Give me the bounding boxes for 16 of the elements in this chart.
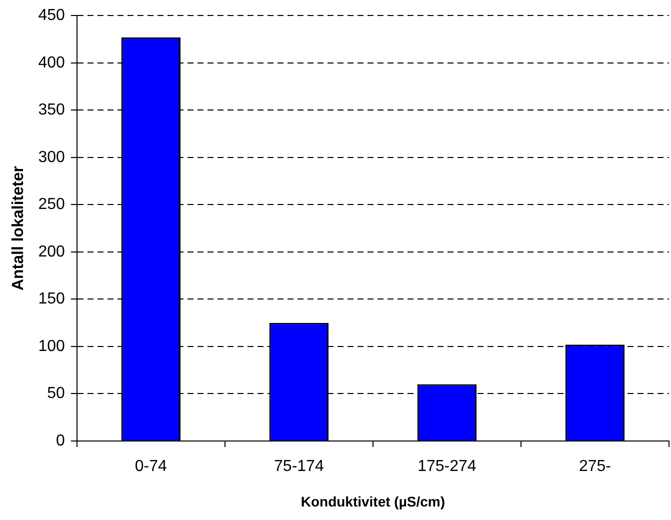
x-tick-label: 75-174 bbox=[274, 458, 324, 476]
y-tick-label: 0 bbox=[56, 432, 65, 450]
y-tick-label: 200 bbox=[38, 243, 65, 260]
y-tick-label: 300 bbox=[38, 148, 65, 166]
y-tick-label: 250 bbox=[38, 196, 65, 214]
x-tick-label: 0-74 bbox=[134, 458, 168, 476]
y-tick-label: 400 bbox=[38, 54, 65, 72]
y-tick-label: 100 bbox=[38, 338, 65, 355]
y-axis-title: Antall lokaliteter bbox=[10, 166, 28, 291]
y-tick-label: 50 bbox=[47, 385, 65, 402]
y-tick-label: 150 bbox=[38, 290, 65, 308]
y-tick-label: 450 bbox=[38, 7, 65, 24]
x-tick-label: 275- bbox=[578, 458, 612, 476]
x-tick-label: 175-274 bbox=[418, 458, 476, 476]
x-axis-title: Konduktivitet (µS/cm) bbox=[300, 493, 446, 510]
y-tick-label: 350 bbox=[38, 102, 65, 119]
